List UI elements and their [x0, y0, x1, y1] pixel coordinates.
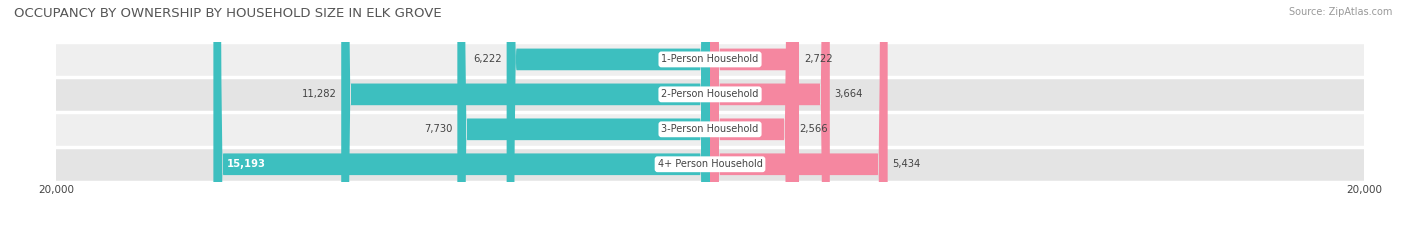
Text: 2,566: 2,566	[799, 124, 828, 134]
Text: 4+ Person Household: 4+ Person Household	[658, 159, 762, 169]
FancyBboxPatch shape	[710, 0, 794, 233]
FancyBboxPatch shape	[710, 0, 887, 233]
FancyBboxPatch shape	[710, 0, 799, 233]
Text: 6,222: 6,222	[472, 55, 502, 64]
Bar	[56, 77, 1364, 112]
FancyBboxPatch shape	[214, 0, 710, 233]
Text: 2,722: 2,722	[804, 55, 832, 64]
Bar	[56, 42, 1364, 77]
Text: OCCUPANCY BY OWNERSHIP BY HOUSEHOLD SIZE IN ELK GROVE: OCCUPANCY BY OWNERSHIP BY HOUSEHOLD SIZE…	[14, 7, 441, 20]
Text: Source: ZipAtlas.com: Source: ZipAtlas.com	[1288, 7, 1392, 17]
Bar	[56, 112, 1364, 147]
Text: 11,282: 11,282	[301, 89, 336, 99]
Text: 2-Person Household: 2-Person Household	[661, 89, 759, 99]
FancyBboxPatch shape	[710, 0, 830, 233]
Text: 7,730: 7,730	[425, 124, 453, 134]
FancyBboxPatch shape	[506, 0, 710, 233]
Text: 3-Person Household: 3-Person Household	[661, 124, 759, 134]
Text: 15,193: 15,193	[226, 159, 266, 169]
Text: 5,434: 5,434	[893, 159, 921, 169]
Bar	[56, 147, 1364, 182]
FancyBboxPatch shape	[457, 0, 710, 233]
Text: 3,664: 3,664	[835, 89, 863, 99]
Text: 1-Person Household: 1-Person Household	[661, 55, 759, 64]
FancyBboxPatch shape	[342, 0, 710, 233]
